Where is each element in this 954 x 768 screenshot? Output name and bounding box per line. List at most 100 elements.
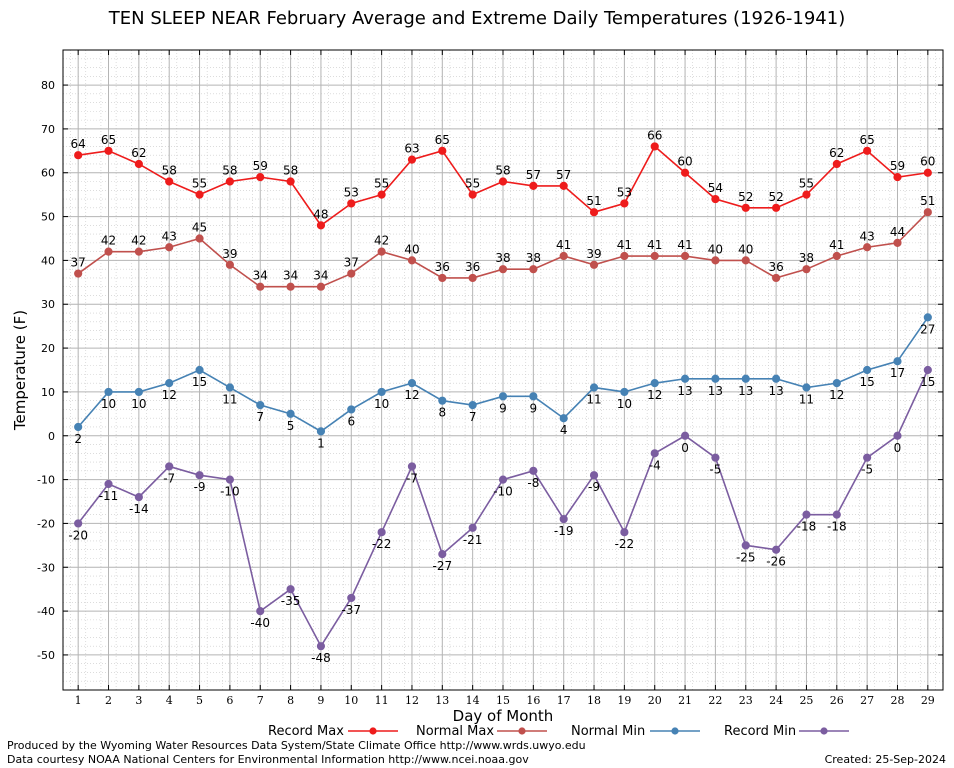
normal-min-data-label: 11: [586, 393, 601, 407]
series-record-min: -20-11-14-7-9 -10-40-35-48-37-22-7-27-21-…: [68, 365, 935, 665]
record-max-point: [680, 168, 690, 177]
record-min-data-label: -18: [827, 520, 847, 534]
record-max-data-label: 65: [435, 133, 450, 147]
normal-max-point: [498, 265, 508, 274]
normal-max-data-label: 45: [192, 220, 207, 234]
record-max-data-label: 63: [404, 142, 419, 156]
normal-min-point: [589, 383, 599, 392]
normal-max-point: [863, 243, 872, 252]
normal-max-point: [589, 260, 599, 269]
record-min-data-label: -27: [433, 559, 453, 573]
normal-max-data-label: 41: [829, 238, 844, 252]
record-max-data-label: 58: [495, 164, 510, 178]
normal-max-data-label: 39: [222, 247, 237, 261]
normal-min-point: [316, 427, 326, 436]
x-tick-label: 7: [257, 694, 264, 707]
normal-min-point: [438, 396, 447, 405]
record-min-data-label: -40: [250, 616, 270, 630]
normal-max-point: [165, 243, 174, 252]
record-min-point: [620, 528, 629, 537]
record-max-data-label: 60: [920, 155, 935, 169]
normal-min-data-label: 10: [617, 397, 632, 411]
record-max-point: [893, 173, 902, 182]
record-min-data-label: -10: [220, 485, 240, 499]
record-min-data-label: -7: [406, 471, 418, 485]
record-min-point: [134, 493, 143, 502]
chart-title: TEN SLEEP NEAR February Average and Extr…: [108, 8, 846, 29]
record-min-point: [286, 585, 295, 594]
record-max-data-label: 62: [829, 146, 844, 160]
y-tick-label: -20: [37, 517, 55, 530]
y-tick-label: -50: [37, 649, 55, 662]
normal-min-data-label: 10: [131, 397, 146, 411]
normal-min-point: [256, 400, 265, 410]
record-max-data-label: 62: [131, 146, 146, 160]
legend-item-record-min: Record Min: [724, 724, 849, 739]
x-tick-label: 4: [166, 694, 173, 707]
normal-max-point: [104, 247, 113, 256]
normal-min-data-label: 4: [560, 423, 568, 437]
normal-max-data-label: 40: [708, 242, 723, 256]
record-min-point: [104, 479, 113, 489]
record-min-point: [863, 453, 872, 462]
footer-data-courtesy: Data courtesy NOAA National Centers for …: [7, 753, 529, 766]
normal-min-point: [529, 392, 538, 401]
normal-min-point: [165, 379, 174, 388]
normal-max-point: [741, 256, 750, 265]
normal-min-data-label: 10: [374, 397, 389, 411]
x-tick-label: 11: [375, 694, 389, 707]
normal-max-point: [468, 273, 477, 283]
x-tick-label: 25: [799, 694, 813, 707]
normal-min-data-label: 9: [530, 401, 538, 415]
record-max-point: [741, 203, 750, 212]
normal-max-data-label: 41: [556, 238, 571, 252]
record-min-point: [165, 462, 174, 471]
normal-min-point: [134, 387, 143, 397]
normal-max-point: [893, 238, 902, 247]
record-max-data-label: 57: [526, 168, 541, 182]
normal-max-data-label: 34: [253, 269, 268, 283]
record-max-data-label: 53: [344, 185, 359, 199]
normal-max-point: [620, 251, 629, 261]
normal-max-data-label: 38: [495, 251, 510, 265]
normal-min-data-label: 13: [708, 384, 723, 398]
normal-min-point: [772, 374, 781, 383]
record-min-point: [438, 550, 447, 559]
normal-max-point: [225, 260, 234, 269]
normal-max-data-label: 43: [162, 229, 177, 243]
normal-min-point: [104, 387, 113, 397]
record-max-point: [407, 155, 417, 164]
record-max-point: [195, 190, 204, 199]
normal-max-data-label: 38: [526, 251, 541, 265]
footer-produced-by: Produced by the Wyoming Water Resources …: [7, 739, 586, 752]
record-min-point: [407, 462, 417, 471]
record-min-data-label: -4: [649, 458, 661, 472]
footer-created-date: Created: 25-Sep-2024: [824, 753, 946, 766]
normal-min-data-label: 8: [438, 406, 446, 420]
record-min-data-label: -9: [194, 480, 206, 494]
normal-max-data-label: 36: [465, 260, 480, 274]
normal-min-point: [468, 400, 477, 410]
normal-max-point: [559, 251, 568, 261]
record-min-data-label: -21: [463, 533, 483, 547]
normal-min-point: [74, 422, 83, 432]
normal-min-data-label: 9: [499, 401, 507, 415]
x-tick-label: 16: [526, 694, 540, 707]
record-min-point: [559, 514, 568, 524]
normal-max-point: [772, 273, 781, 283]
normal-max-point: [832, 251, 841, 261]
normal-min-data-label: 12: [162, 388, 177, 402]
record-max-data-label: 59: [253, 159, 268, 173]
legend-swatch-marker: [820, 727, 828, 735]
normal-min-point: [559, 414, 568, 423]
record-max-data-label: 57: [556, 168, 571, 182]
normal-min-data-label: 7: [256, 410, 264, 424]
x-tick-label: 26: [830, 694, 844, 707]
record-max-data-label: 55: [799, 177, 814, 191]
record-max-point: [559, 181, 568, 190]
record-min-data-label: -10: [493, 485, 513, 499]
record-max-data-label: 51: [586, 194, 601, 208]
record-min-data-label: -25: [736, 550, 756, 564]
x-tick-label: 6: [226, 694, 233, 707]
x-tick-label: 14: [466, 694, 480, 707]
